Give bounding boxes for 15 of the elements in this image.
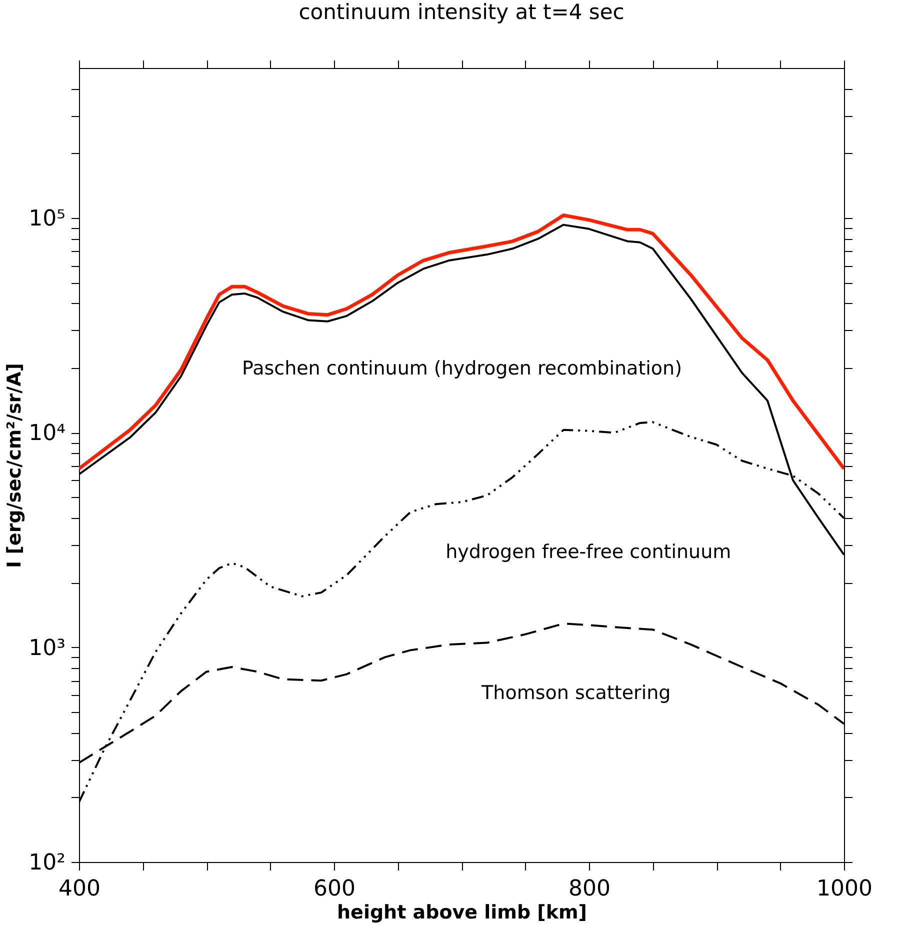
line-series [79, 214, 844, 470]
annotation: Thomson scattering [480, 682, 671, 704]
x-tick-label: 800 [568, 876, 610, 902]
y-tick-label: 10³ [28, 636, 66, 661]
chart-title: continuum intensity at t=4 sec [298, 0, 624, 24]
x-tick-label: 1000 [816, 876, 872, 902]
annotation: Paschen continuum (hydrogen recombination) [242, 358, 682, 380]
y-tick-label: 10⁴ [28, 421, 66, 446]
x-tick-label: 400 [58, 876, 100, 902]
x-axis-title: height above limb [km] [337, 902, 587, 924]
y-tick-label: 10⁵ [28, 206, 66, 232]
y-axis-title: I [erg/sec/cm²/sr/A] [4, 363, 26, 568]
annotation: hydrogen free-free continuum [446, 541, 732, 564]
y-tick-label: 10² [28, 850, 66, 876]
x-tick-label: 600 [314, 876, 356, 902]
